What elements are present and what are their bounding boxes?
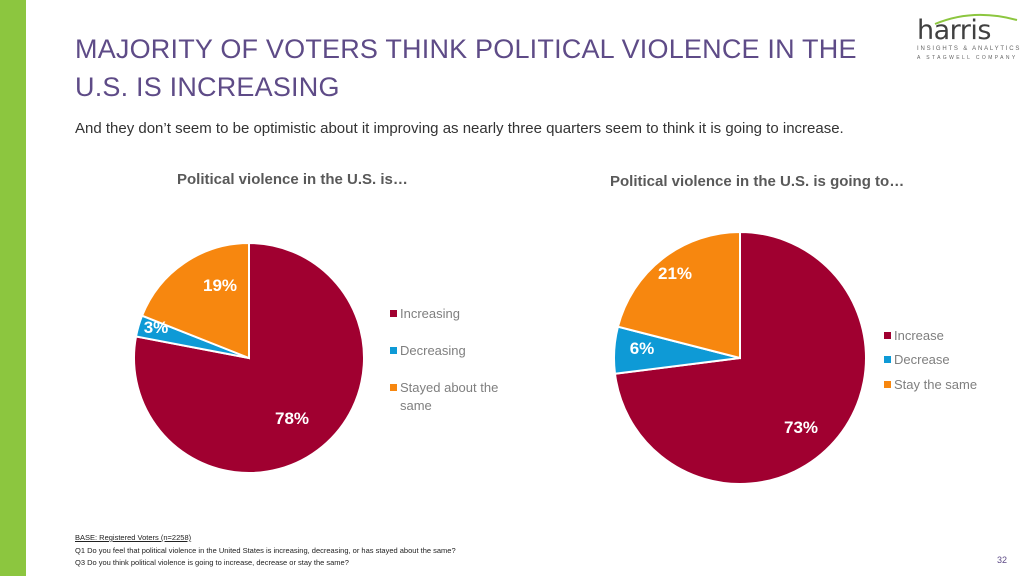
footer-base: BASE: Registered Voters (n=2258) <box>75 533 192 542</box>
chart1-data-label: 19% <box>203 276 237 295</box>
chart2-legend-swatch <box>884 356 891 363</box>
chart1-title: Political violence in the U.S. is… <box>177 171 408 188</box>
footer-question-3: Q3 Do you think political violence is go… <box>75 558 349 567</box>
chart2-legend-label: Decrease <box>894 352 950 367</box>
chart1-slice-stayed-about-the-same <box>140 241 250 360</box>
footer-question-1: Q1 Do you feel that political violence i… <box>75 546 456 555</box>
page-number: 32 <box>997 555 1008 565</box>
chart2-legend-label: Increase <box>894 328 944 343</box>
chart1-legend-swatch <box>390 384 397 391</box>
logo-subline: A STAGWELL COMPANY <box>917 55 1018 61</box>
page-subtitle: And they don’t seem to be optimistic abo… <box>75 120 844 137</box>
chart1-legend-swatch <box>390 310 397 317</box>
logo-wordmark: harris <box>917 15 991 46</box>
harris-logo: harris INSIGHTS & ANALYTICS A STAGWELL C… <box>913 8 1022 61</box>
chart2-legend-swatch <box>884 381 891 388</box>
chart2-title: Political violence in the U.S. is going … <box>610 173 905 190</box>
logo-tagline: INSIGHTS & ANALYTICS <box>917 46 1022 52</box>
chart1-data-label: 78% <box>275 409 309 428</box>
chart1-data-label: 3% <box>144 318 169 337</box>
side-accent-bar <box>0 0 26 576</box>
chart2-slice-stay-the-same <box>616 230 741 360</box>
chart1-legend-label: Decreasing <box>400 343 466 358</box>
chart1-legend-swatch <box>390 347 397 354</box>
page-title: MAJORITY OF VOTERS THINK POLITICAL VIOLE… <box>75 34 857 102</box>
logo-swoosh-icon <box>934 13 1018 25</box>
chart2-data-label: 21% <box>658 264 692 283</box>
chart2-data-label: 6% <box>630 339 655 358</box>
chart1-legend-label: Stayed about the same <box>400 380 499 413</box>
chart2-legend-swatch <box>884 332 891 339</box>
chart1-legend-label: Increasing <box>400 306 460 321</box>
chart2-legend-label: Stay the same <box>894 377 978 392</box>
chart2-data-label: 73% <box>784 418 818 437</box>
